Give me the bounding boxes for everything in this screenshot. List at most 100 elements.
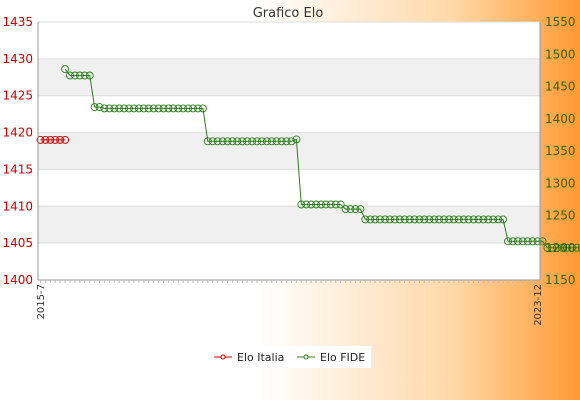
- data-point-elo-fide: [90, 103, 99, 112]
- data-point-elo-fide: [292, 135, 301, 144]
- plot-band: [38, 95, 540, 133]
- data-point-elo-fide: [228, 137, 237, 146]
- data-point-elo-fide: [198, 104, 207, 113]
- y-right-tick-label: 1200: [545, 241, 576, 255]
- data-point-elo-fide: [356, 205, 365, 214]
- data-point-elo-fide: [100, 104, 109, 113]
- data-point-elo-fide: [115, 104, 124, 113]
- data-point-elo-fide: [297, 200, 306, 209]
- data-point-elo-fide: [262, 137, 271, 146]
- data-point-elo-fide: [351, 205, 360, 214]
- data-point-elo-italia: [61, 135, 70, 144]
- data-point-elo-fide: [459, 215, 468, 224]
- plot-band: [38, 132, 540, 170]
- data-point-elo-italia: [36, 135, 45, 144]
- data-point-elo-fide: [110, 104, 119, 113]
- data-point-elo-fide: [277, 137, 286, 146]
- data-point-elo-fide: [489, 215, 498, 224]
- data-point-elo-fide: [184, 104, 193, 113]
- y-right-tick-label: 1300: [545, 176, 576, 190]
- data-point-elo-fide: [479, 215, 488, 224]
- data-point-elo-fide: [125, 104, 133, 113]
- data-point-elo-fide: [563, 243, 572, 252]
- data-point-elo-fide: [449, 215, 458, 224]
- data-point-elo-fide: [395, 215, 404, 224]
- data-point-elo-fide: [149, 104, 158, 113]
- data-point-elo-fide: [390, 215, 399, 224]
- legend-box: [209, 346, 371, 368]
- data-point-elo-fide: [203, 137, 212, 146]
- data-point-elo-fide: [194, 104, 202, 113]
- data-point-elo-fide: [518, 237, 527, 246]
- data-point-elo-fide: [499, 215, 508, 224]
- data-point-elo-fide: [376, 215, 384, 224]
- data-point-elo-fide: [385, 215, 394, 224]
- data-point-elo-fide: [341, 205, 350, 214]
- data-point-elo-fide: [75, 71, 84, 80]
- data-point-elo-fide: [287, 137, 296, 146]
- data-point-elo-fide: [233, 137, 242, 146]
- data-point-elo-fide: [464, 215, 473, 224]
- data-point-elo-fide: [336, 200, 345, 209]
- data-point-elo-fide: [430, 215, 439, 224]
- data-point-elo-fide: [420, 215, 429, 224]
- data-point-elo-italia: [56, 135, 65, 144]
- data-point-elo-fide: [253, 137, 261, 146]
- data-point-elo-fide: [361, 215, 370, 224]
- data-point-elo-fide: [568, 243, 576, 252]
- x-axis-labels: 2015-7 2023-12: [36, 280, 544, 326]
- data-point-elo-fide: [513, 237, 522, 246]
- y-left-tick-label: 1425: [2, 89, 33, 103]
- data-point-elo-fide: [558, 243, 567, 252]
- data-point-elo-fide: [312, 200, 321, 209]
- data-point-elo-fide: [169, 104, 178, 113]
- data-point-elo-fide: [523, 237, 532, 246]
- data-point-elo-fide: [257, 137, 266, 146]
- data-point-elo-fide: [371, 215, 380, 224]
- x-tick-label: 2015-7: [36, 284, 47, 319]
- data-point-elo-fide: [70, 71, 79, 80]
- data-point-elo-fide: [66, 71, 74, 80]
- data-point-elo-fide: [120, 104, 129, 113]
- chart-title: Grafico Elo: [253, 6, 324, 21]
- plot-band: [38, 22, 540, 59]
- legend-marker-elo-italia: [220, 354, 226, 360]
- data-point-elo-fide: [164, 104, 173, 113]
- legend-marker-elo-fide: [303, 354, 309, 360]
- data-point-elo-fide: [331, 200, 340, 209]
- data-point-elo-fide: [179, 104, 188, 113]
- y-right-tick-label: 1250: [545, 209, 576, 223]
- data-point-elo-fide: [139, 104, 148, 113]
- data-point-elo-fide: [154, 104, 163, 113]
- plot-band: [38, 206, 540, 244]
- y-left-tick-label: 1405: [2, 236, 33, 250]
- data-point-elo-fide: [494, 215, 503, 224]
- data-point-elo-fide: [321, 200, 330, 209]
- data-point-elo-fide: [572, 243, 580, 252]
- data-point-elo-fide: [80, 71, 89, 80]
- data-point-elo-fide: [381, 215, 389, 224]
- plot-band: [38, 58, 540, 96]
- y-right-tick-label: 1450: [545, 80, 576, 94]
- data-point-elo-fide: [282, 137, 291, 146]
- data-point-elo-fide: [218, 137, 227, 146]
- plot-band: [38, 169, 540, 207]
- axes: 1400 1405 1410 1415 1420 1425 1430 1435 1150 1200…: [2, 15, 575, 287]
- data-point-elo-fide: [130, 104, 138, 113]
- data-point-elo-fide: [302, 200, 311, 209]
- data-point-elo-fide: [267, 137, 276, 146]
- data-point-elo-fide: [484, 215, 493, 224]
- y-left-tick-label: 1415: [2, 162, 33, 176]
- data-point-elo-fide: [543, 243, 552, 252]
- y-left-tick-label: 1435: [2, 15, 33, 29]
- data-point-elo-italia: [46, 135, 55, 144]
- data-point-elo-fide: [553, 243, 562, 252]
- data-point-elo-fide: [85, 71, 94, 80]
- data-point-elo-fide: [415, 215, 424, 224]
- data-point-elo-fide: [410, 215, 419, 224]
- data-point-elo-fide: [189, 104, 197, 113]
- data-point-elo-italia: [51, 135, 60, 144]
- y-left-tick-label: 1420: [2, 126, 33, 140]
- y-right-tick-label: 1350: [545, 144, 576, 158]
- data-point-elo-fide: [474, 215, 483, 224]
